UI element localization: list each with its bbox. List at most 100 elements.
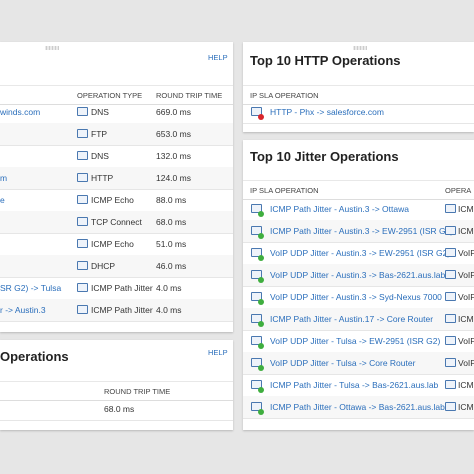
status-icon <box>77 217 88 226</box>
status-dot <box>258 277 264 283</box>
column-header: ROUND TRIP TIME <box>104 387 171 396</box>
status-icon <box>251 358 262 367</box>
operation-type: TCP Connect <box>91 217 142 227</box>
operation-link[interactable]: ICMP Path Jitter - Tulsa -> Bas-2621.aus… <box>270 380 439 390</box>
table-row: DHCP 46.0 ms <box>0 255 233 278</box>
operation-type: DHCP <box>91 261 116 271</box>
operation-type: VoIF <box>458 270 474 280</box>
table-row: ICMP Path Jitter - Austin.17 -> Core Rou… <box>243 308 474 331</box>
operation-link[interactable]: VoIP UDP Jitter - Austin.3 -> EW-2951 (I… <box>270 248 451 258</box>
table-row: VoIP UDP Jitter - Austin.3 -> Syd-Nexus … <box>243 286 474 309</box>
operation-link[interactable]: winds.com <box>0 107 41 117</box>
status-dot <box>258 409 264 415</box>
table-row: DNS 132.0 ms <box>0 145 233 168</box>
table-row: 68.0 ms <box>0 398 233 421</box>
round-trip-time: 68.0 ms <box>104 404 135 414</box>
column-header: OPERATION TYPE <box>77 91 143 100</box>
operation-link[interactable]: r -> Austin.3 <box>0 305 46 315</box>
operation-type: VoIF <box>458 292 474 302</box>
table-row: e ICMP Echo 88.0 ms <box>0 189 233 212</box>
operation-link[interactable]: SR G2) -> Tulsa <box>0 283 62 293</box>
table-header: IP SLA OPERATION <box>243 85 474 105</box>
operation-link[interactable]: HTTP - Phx -> salesforce.com <box>270 107 384 117</box>
status-icon <box>445 270 456 279</box>
table-row: ICMP Echo 51.0 ms <box>0 233 233 256</box>
help-link[interactable]: HELP <box>208 348 228 357</box>
table-row: winds.com DNS 669.0 ms <box>0 101 233 124</box>
table-row: TCP Connect 68.0 ms <box>0 211 233 234</box>
operation-type: ICMP Path Jitter <box>91 305 153 315</box>
status-icon <box>251 248 262 257</box>
table-row: VoIP UDP Jitter - Austin.3 -> Bas-2621.a… <box>243 264 474 287</box>
table-row: SR G2) -> Tulsa ICMP Path Jitter 4.0 ms <box>0 277 233 300</box>
operation-type: ICMP Echo <box>91 195 134 205</box>
status-icon <box>445 314 456 323</box>
http-panel: Top 10 HTTP Operations IP SLA OPERATION … <box>243 42 474 132</box>
help-link[interactable]: HELP <box>208 53 228 62</box>
table-row: VoIP UDP Jitter - Tulsa -> Core Router Vo… <box>243 352 474 375</box>
operation-type: DNS <box>91 107 109 117</box>
operation-link[interactable]: m <box>0 173 8 183</box>
jitter-panel: Top 10 Jitter Operations IP SLA OPERATIO… <box>243 140 474 430</box>
column-header: ROUND TRIP TIME <box>156 91 223 100</box>
status-dot <box>258 233 264 239</box>
status-icon <box>77 173 88 182</box>
operation-link[interactable]: VoIP UDP Jitter - Austin.3 -> Syd-Nexus … <box>270 292 442 302</box>
round-trip-time: 4.0 ms <box>156 305 182 315</box>
round-trip-time: 653.0 ms <box>156 129 191 139</box>
status-icon <box>77 305 88 314</box>
status-dot <box>258 321 264 327</box>
status-icon <box>77 283 88 292</box>
operation-link[interactable]: VoIP UDP Jitter - Austin.3 -> Bas-2621.a… <box>270 270 446 280</box>
status-icon <box>251 314 262 323</box>
status-icon <box>251 204 262 213</box>
status-icon <box>77 261 88 270</box>
status-dot <box>258 211 264 217</box>
round-trip-time: 51.0 ms <box>156 239 187 249</box>
status-icon <box>251 402 262 411</box>
operation-link[interactable]: VoIP UDP Jitter - Tulsa -> Core Router <box>270 358 416 368</box>
panel-title: Top 10 Jitter Operations <box>250 149 399 164</box>
round-trip-time: 68.0 ms <box>156 217 187 227</box>
operation-link[interactable]: ICMP Path Jitter - Austin.17 -> Core Rou… <box>270 314 434 324</box>
table-row: VoIP UDP Jitter - Austin.3 -> EW-2951 (I… <box>243 242 474 265</box>
status-icon <box>77 107 88 116</box>
operation-type: VoIF <box>458 248 474 258</box>
panel-title: Top 10 HTTP Operations <box>250 53 401 68</box>
status-dot <box>258 365 264 371</box>
operation-link[interactable]: ICMP Path Jitter - Austin.3 -> Ottawa <box>270 204 409 214</box>
drag-handle[interactable] <box>353 46 367 50</box>
column-header: OPERA <box>445 186 472 195</box>
operation-type: HTTP <box>91 173 114 183</box>
status-dot <box>258 114 264 120</box>
operation-type: DNS <box>91 151 109 161</box>
operation-link[interactable]: ICMP Path Jitter - Austin.3 -> EW-2951 (… <box>270 226 454 236</box>
operation-link[interactable]: e <box>0 195 5 205</box>
status-icon <box>251 107 262 116</box>
status-icon <box>77 129 88 138</box>
panel-title: Operations <box>0 349 69 364</box>
status-icon <box>445 204 456 213</box>
status-icon <box>445 336 456 345</box>
operation-link[interactable]: ICMP Path Jitter - Ottawa -> Bas-2621.au… <box>270 402 445 412</box>
operation-link[interactable]: VoIP UDP Jitter - Tulsa -> EW-2951 (ISR … <box>270 336 441 346</box>
column-header: IP SLA OPERATION <box>250 186 319 195</box>
operation-type: ICMP Echo <box>91 239 134 249</box>
drag-handle[interactable] <box>45 46 59 50</box>
status-icon <box>77 151 88 160</box>
table-header: OPERATION TYPE ROUND TRIP TIME <box>0 85 233 105</box>
round-trip-time: 4.0 ms <box>156 283 182 293</box>
status-icon <box>445 358 456 367</box>
operation-type: FTP <box>91 129 108 139</box>
status-icon <box>445 380 456 389</box>
table-row: ICMP Path Jitter - Austin.3 -> Ottawa ICM… <box>243 198 474 221</box>
status-icon <box>77 195 88 204</box>
status-dot <box>258 299 264 305</box>
status-icon <box>251 270 262 279</box>
table-row: m HTTP 124.0 ms <box>0 167 233 190</box>
